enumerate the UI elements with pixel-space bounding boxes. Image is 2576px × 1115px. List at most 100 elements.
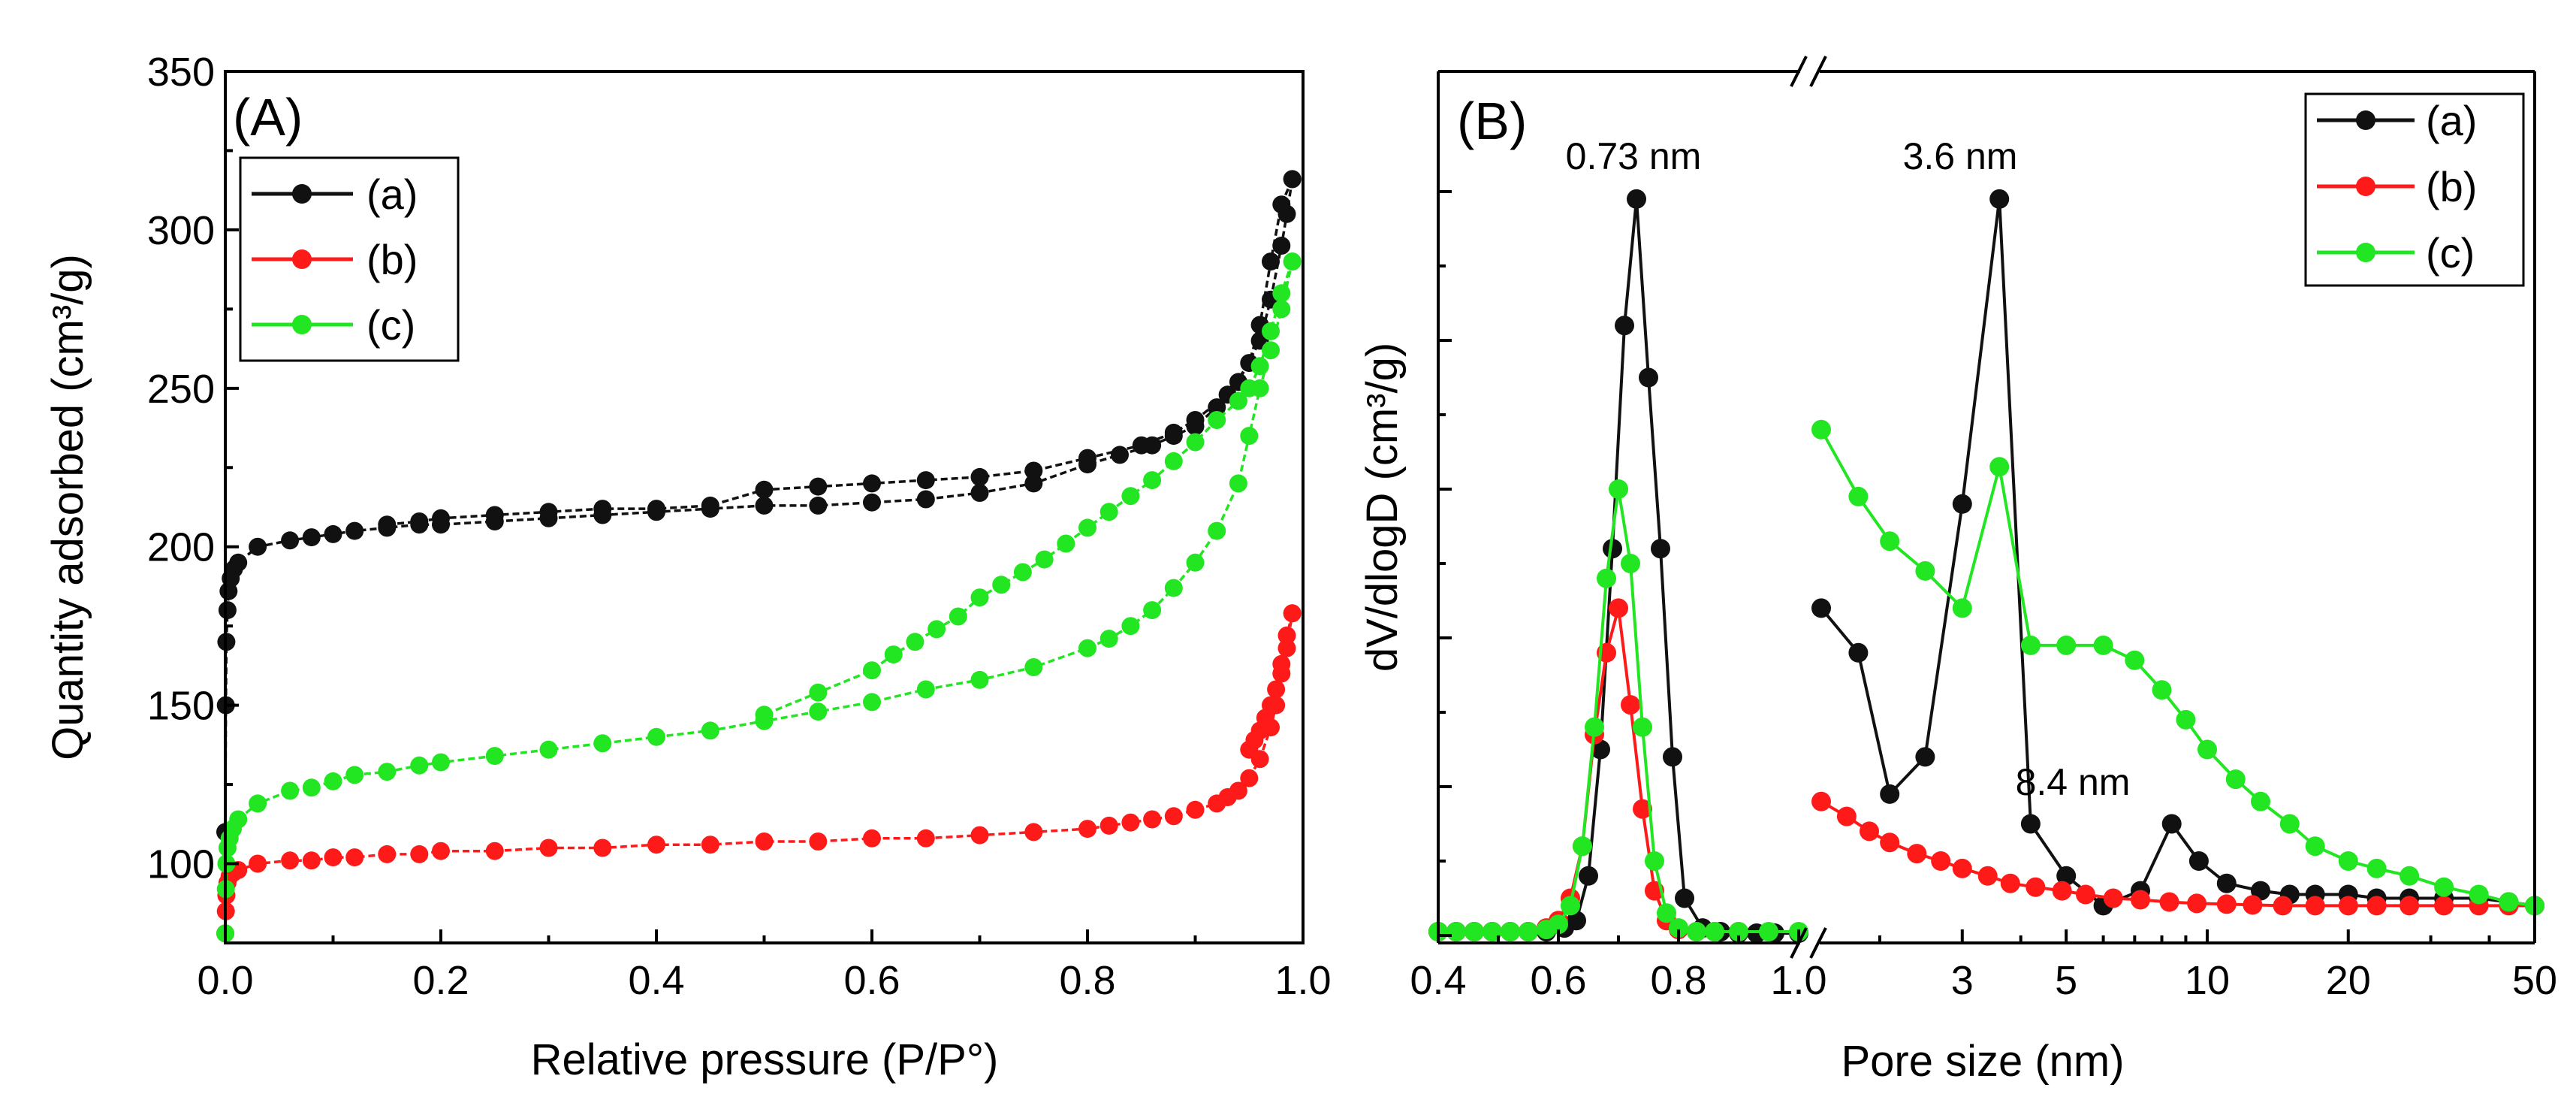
data-point [1099, 503, 1118, 521]
data-point [970, 670, 989, 689]
data-point [1186, 433, 1205, 452]
legend-marker-c [2356, 243, 2375, 262]
data-point [1277, 626, 1296, 645]
data-point [1024, 474, 1043, 493]
data-point [2020, 814, 2041, 834]
data-point [378, 515, 397, 534]
data-point [1121, 617, 1140, 636]
data-point [1272, 237, 1291, 255]
data-point [345, 848, 364, 867]
data-point [378, 763, 397, 781]
data-point [1811, 791, 1831, 811]
data-point [1651, 539, 1670, 559]
data-point [1633, 717, 1652, 737]
data-point [1464, 922, 1484, 941]
data-point [1907, 844, 1927, 864]
data-point [1915, 561, 1935, 581]
data-point [432, 753, 450, 772]
data-point [1240, 427, 1259, 446]
data-point [1208, 411, 1226, 429]
data-point [1240, 740, 1259, 759]
data-point [647, 835, 665, 854]
panel-a-xtick-label: 0.0 [197, 958, 253, 1003]
data-point [1675, 888, 1694, 908]
data-point [1848, 486, 1869, 506]
data-point [755, 706, 774, 724]
data-point [539, 740, 558, 759]
panel-a-ytick-label: 200 [147, 525, 215, 570]
data-point [1848, 642, 1869, 663]
data-point [1621, 695, 1640, 715]
data-point [1952, 858, 1972, 878]
data-point [809, 496, 828, 515]
panel-b-xtick-label: 10 [2185, 958, 2230, 1003]
data-point [809, 703, 828, 721]
data-point [1078, 639, 1096, 657]
panel-b-label: (B) [1457, 92, 1527, 150]
legend-entry-b: (b) [2317, 163, 2477, 210]
data-point [1164, 452, 1183, 470]
data-point [2187, 893, 2207, 914]
data-point [2056, 635, 2077, 655]
data-point [539, 503, 558, 521]
legend-entry-c: (c) [252, 301, 415, 349]
panel-a-ytick-label: 150 [147, 684, 215, 729]
data-point [1989, 457, 2010, 477]
data-point [1663, 747, 1682, 767]
data-point [1262, 322, 1280, 340]
legend-marker-b [292, 249, 312, 269]
data-point [1952, 494, 1972, 514]
legend-label-c: (c) [366, 301, 415, 349]
data-point [2469, 884, 2489, 905]
data-point [1078, 518, 1096, 537]
data-point [755, 832, 774, 851]
data-point [2197, 739, 2217, 760]
data-point [863, 493, 881, 512]
data-point [1024, 823, 1043, 842]
legend-marker-a [292, 184, 312, 204]
panel-b-xtick-label: 0.6 [1530, 958, 1586, 1003]
data-point [916, 471, 935, 490]
panel-b-xtick-label: 1.0 [1770, 958, 1826, 1003]
data-point [2026, 877, 2046, 897]
legend-label-b: (b) [366, 236, 418, 283]
data-point [1111, 446, 1129, 464]
panel-a-xlabel: Relative pressure (P/P°) [531, 1035, 999, 1084]
data-point [1880, 531, 1900, 551]
data-point [2225, 769, 2246, 790]
data-point [1272, 195, 1291, 214]
data-point [281, 531, 300, 550]
data-point [1952, 598, 1972, 618]
data-point [1229, 781, 1247, 800]
data-point [229, 810, 248, 829]
isotherm-series-b [216, 604, 1302, 943]
data-point [2176, 709, 2196, 730]
data-point [916, 829, 935, 848]
legend-box [2304, 92, 2525, 287]
data-point [1262, 252, 1280, 271]
data-point [701, 496, 719, 515]
data-point [1811, 419, 1831, 440]
data-point [1615, 316, 1634, 336]
psd-line-a-right [1820, 198, 2535, 908]
data-point [1262, 341, 1280, 360]
data-point [1573, 836, 1592, 857]
panel-b: 0.4 0.6 0.8 1.0 3 5 10 20 50 (B) Pore size (nm) … [1358, 56, 2557, 1086]
data-point [249, 794, 267, 813]
data-point [1603, 539, 1622, 559]
data-point [2279, 814, 2300, 834]
data-point [1519, 922, 1538, 941]
panel-b-xtick-label: 50 [2512, 958, 2557, 1003]
annotation-0-73nm: 0.73 nm [1566, 135, 1702, 177]
data-point [1561, 896, 1580, 916]
data-point [1501, 922, 1520, 941]
data-point [2400, 896, 2420, 916]
data-point [249, 537, 267, 556]
data-point [2305, 836, 2325, 857]
data-point [302, 528, 321, 547]
panel-a: 0.0 0.2 0.4 0.6 0.8 1.0 100 150 200 250 300 350 (A)… [44, 50, 1332, 1084]
panel-b-xtick-label: 5 [2055, 958, 2077, 1003]
data-point [324, 524, 342, 543]
data-point [1078, 449, 1096, 467]
isotherm-series-c [216, 252, 1302, 943]
